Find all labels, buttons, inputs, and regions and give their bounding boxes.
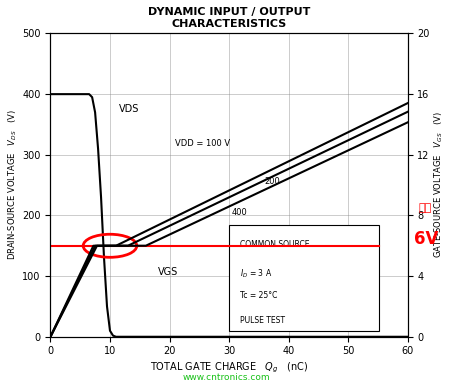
Text: 6V: 6V (413, 230, 437, 248)
Text: PULSE TEST: PULSE TEST (239, 316, 284, 325)
X-axis label: TOTAL GATE CHARGE   $Q_g$   (nC): TOTAL GATE CHARGE $Q_g$ (nC) (150, 361, 308, 375)
Bar (229, 225, 378, 331)
Text: VDD = 100 V: VDD = 100 V (175, 139, 230, 148)
Text: www.cntronics.com: www.cntronics.com (182, 373, 269, 382)
Y-axis label: GATE-SOURCE VOLTAGE   $V_{GS}$   (V): GATE-SOURCE VOLTAGE $V_{GS}$ (V) (432, 112, 444, 258)
Y-axis label: DRAIN-SOURCE VOLTAGE   $V_{DS}$   (V): DRAIN-SOURCE VOLTAGE $V_{DS}$ (V) (7, 110, 19, 261)
Text: 200: 200 (264, 177, 280, 186)
Text: 400: 400 (231, 209, 247, 217)
Text: VGS: VGS (157, 267, 178, 277)
Text: 对应: 对应 (417, 203, 430, 213)
Text: $I_D$ = 3 A: $I_D$ = 3 A (239, 267, 272, 280)
Title: DYNAMIC INPUT / OUTPUT
CHARACTERISTICS: DYNAMIC INPUT / OUTPUT CHARACTERISTICS (147, 7, 309, 29)
Text: Tc = 25°C: Tc = 25°C (239, 291, 276, 300)
Text: VDS: VDS (119, 104, 139, 114)
Text: COMMON SOURCE: COMMON SOURCE (239, 240, 308, 249)
